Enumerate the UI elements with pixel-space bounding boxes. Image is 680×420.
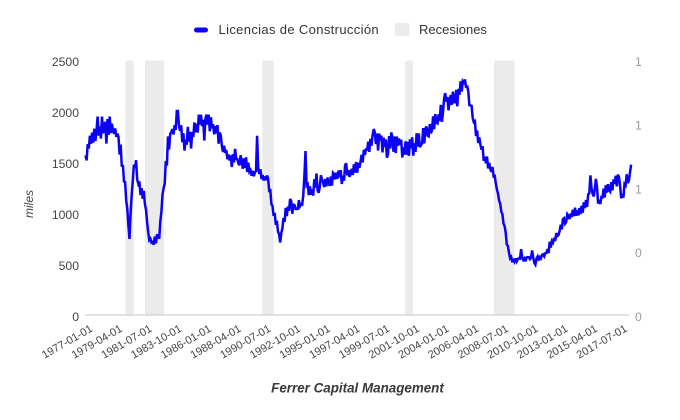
svg-text:0: 0 (72, 310, 79, 324)
svg-text:Recesiones: Recesiones (419, 22, 487, 37)
svg-text:1500: 1500 (52, 157, 79, 171)
svg-text:0: 0 (635, 310, 642, 324)
svg-text:Licencias de Construcción: Licencias de Construcción (219, 22, 380, 37)
svg-text:0: 0 (635, 246, 642, 260)
svg-text:1000: 1000 (52, 208, 79, 222)
svg-text:2500: 2500 (52, 55, 79, 69)
svg-text:1: 1 (635, 119, 642, 133)
svg-text:2000: 2000 (52, 106, 79, 120)
svg-text:500: 500 (59, 259, 80, 273)
svg-text:1: 1 (635, 182, 642, 196)
svg-text:Ferrer Capital Management: Ferrer Capital Management (271, 381, 444, 396)
svg-text:miles: miles (22, 190, 36, 218)
svg-text:1: 1 (635, 55, 642, 69)
